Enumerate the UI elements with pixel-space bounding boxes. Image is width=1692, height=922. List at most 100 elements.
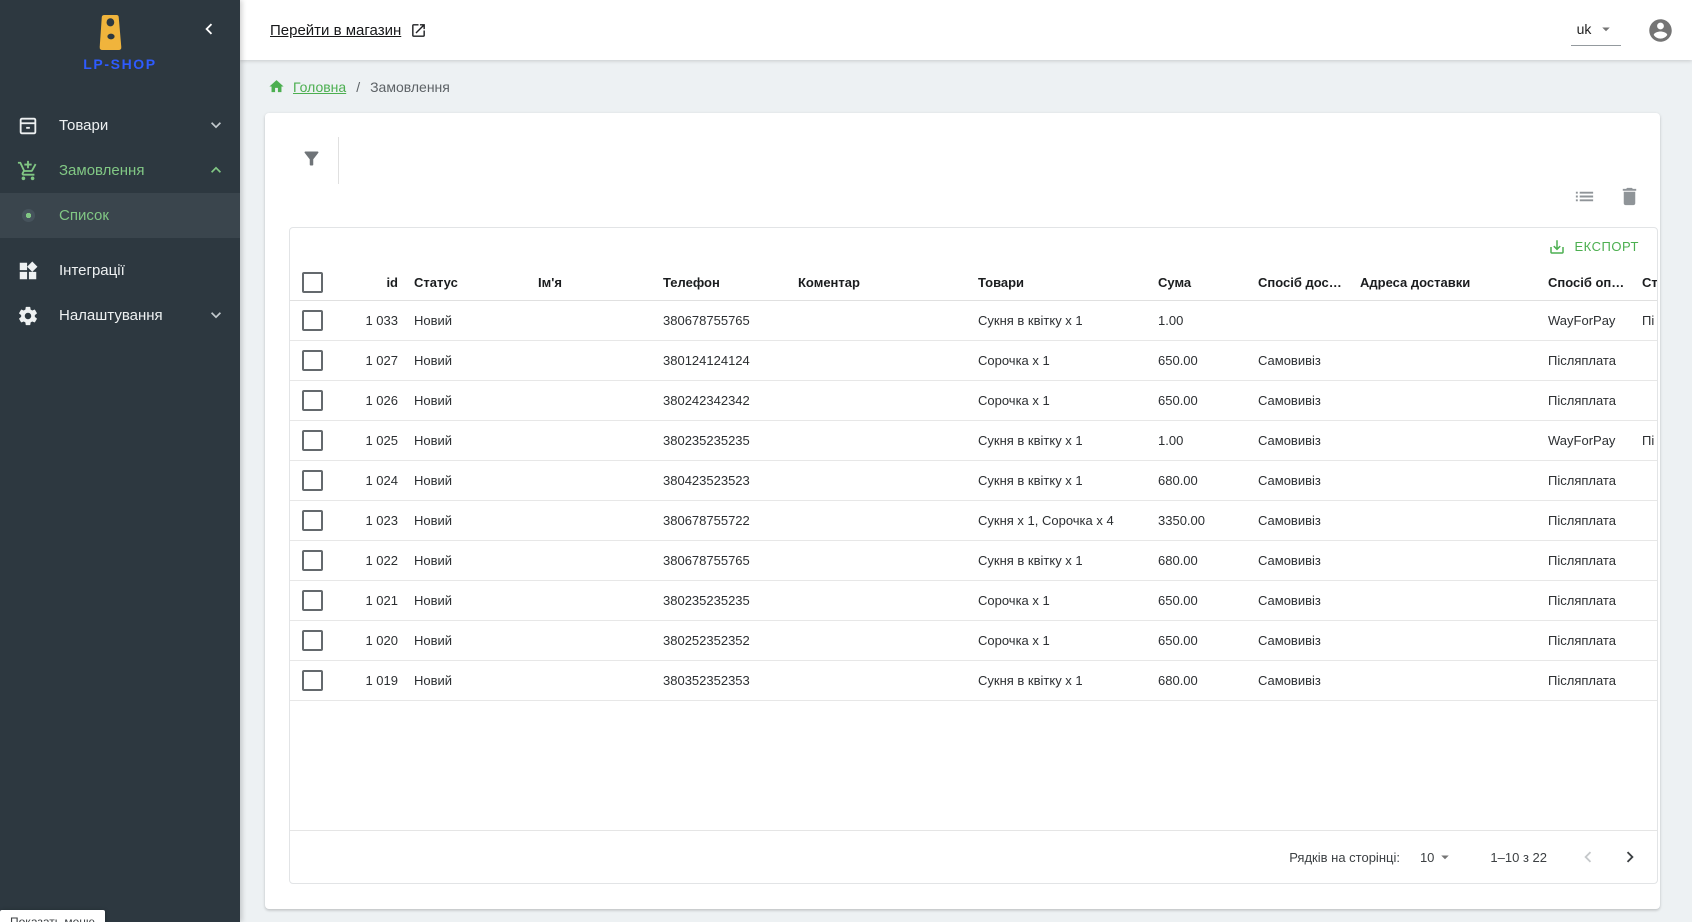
rows-per-page-label: Рядків на сторінці: bbox=[1289, 849, 1400, 865]
cell-sum: 650.00 bbox=[1150, 580, 1250, 621]
row-checkbox[interactable] bbox=[301, 389, 323, 411]
col-header-pay-status[interactable]: Статус bbox=[1634, 265, 1657, 301]
chevron-down-icon bbox=[211, 312, 221, 319]
col-header-sum[interactable]: Сума bbox=[1150, 265, 1250, 301]
cell-products: Сукня в квітку х 1 bbox=[970, 660, 1150, 701]
table-row[interactable]: 1 024 Новий 380423523523 Сукня в квітку … bbox=[290, 460, 1657, 501]
table-header-row: id Статус Ім'я Телефон Коментар Товари С… bbox=[290, 265, 1657, 301]
cell-name bbox=[530, 500, 655, 541]
export-bar: ЕКСПОРТ bbox=[290, 228, 1657, 265]
cell-address bbox=[1352, 540, 1540, 581]
nav-divider-gap bbox=[0, 238, 240, 248]
cell-comment bbox=[790, 660, 970, 701]
cell-id: 1 019 bbox=[334, 660, 406, 701]
col-header-products[interactable]: Товари bbox=[970, 265, 1150, 301]
cell-products: Сорочка х 1 bbox=[970, 380, 1150, 421]
col-header-payment[interactable]: Спосіб оплати bbox=[1540, 265, 1634, 301]
col-header-phone[interactable]: Телефон bbox=[655, 265, 790, 301]
cell-comment bbox=[790, 420, 970, 461]
next-page-button[interactable] bbox=[1615, 842, 1645, 872]
cell-phone: 380678755722 bbox=[655, 500, 790, 541]
cell-id: 1 025 bbox=[334, 420, 406, 461]
cell-phone: 380235235235 bbox=[655, 420, 790, 461]
table-row[interactable]: 1 019 Новий 380352352353 Сукня в квітку … bbox=[290, 660, 1657, 701]
row-checkbox-cell bbox=[290, 660, 334, 701]
breadcrumb-home-link[interactable]: Головна bbox=[293, 78, 347, 95]
trash-icon[interactable] bbox=[1618, 185, 1641, 208]
pagination-range: 1–10 з 22 bbox=[1490, 849, 1547, 865]
col-header-comment[interactable]: Коментар bbox=[790, 265, 970, 301]
row-checkbox-cell bbox=[290, 460, 334, 501]
table-row[interactable]: 1 023 Новий 380678755722 Сукня х 1, Соро… bbox=[290, 500, 1657, 541]
row-checkbox[interactable] bbox=[301, 309, 323, 331]
store-link-label: Перейти в магазин bbox=[270, 21, 402, 39]
col-header-name[interactable]: Ім'я bbox=[530, 265, 655, 301]
select-all-checkbox[interactable] bbox=[301, 271, 323, 293]
sidebar-item-products[interactable]: Товари bbox=[0, 103, 240, 148]
language-select[interactable]: uk bbox=[1571, 14, 1621, 46]
cell-payment: WayForPay bbox=[1540, 420, 1634, 461]
row-checkbox[interactable] bbox=[301, 429, 323, 451]
sidebar-item-label: Замовлення bbox=[59, 162, 145, 179]
sidebar-item-orders[interactable]: Замовлення bbox=[0, 148, 240, 193]
cell-address bbox=[1352, 460, 1540, 501]
cell-payment: Післяплата bbox=[1540, 580, 1634, 621]
caret-down-icon bbox=[1602, 27, 1611, 32]
cell-pay-status bbox=[1634, 620, 1657, 661]
sidebar-collapse-button[interactable] bbox=[196, 16, 222, 42]
row-checkbox[interactable] bbox=[301, 589, 323, 611]
col-header-address[interactable]: Адреса доставки bbox=[1352, 265, 1540, 301]
table-row[interactable]: 1 021 Новий 380235235235 Сорочка х 1 650… bbox=[290, 580, 1657, 621]
cell-name bbox=[530, 420, 655, 461]
cell-products: Сукня в квітку х 1 bbox=[970, 460, 1150, 501]
col-header-delivery[interactable]: Спосіб доставки bbox=[1250, 265, 1352, 301]
cell-status: Новий bbox=[406, 300, 530, 341]
table-row[interactable]: 1 027 Новий 380124124124 Сорочка х 1 650… bbox=[290, 340, 1657, 381]
list-view-icon[interactable] bbox=[1573, 185, 1596, 208]
table-row[interactable]: 1 020 Новий 380252352352 Сорочка х 1 650… bbox=[290, 620, 1657, 661]
cell-name bbox=[530, 540, 655, 581]
cell-sum: 680.00 bbox=[1150, 660, 1250, 701]
cell-pay-status bbox=[1634, 340, 1657, 381]
cell-phone: 380423523523 bbox=[655, 460, 790, 501]
table-row[interactable]: 1 025 Новий 380235235235 Сукня в квітку … bbox=[290, 420, 1657, 461]
row-checkbox[interactable] bbox=[301, 669, 323, 691]
cell-products: Сорочка х 1 bbox=[970, 580, 1150, 621]
cell-status: Новий bbox=[406, 380, 530, 421]
table-row[interactable]: 1 033 Новий 380678755765 Сукня в квітку … bbox=[290, 300, 1657, 341]
table-scroll-area[interactable]: id Статус Ім'я Телефон Коментар Товари С… bbox=[290, 265, 1657, 701]
store-link[interactable]: Перейти в магазин bbox=[270, 22, 427, 39]
chevron-left-icon bbox=[1584, 851, 1592, 863]
row-checkbox[interactable] bbox=[301, 469, 323, 491]
sidebar: LP-SHOP Товари Замовлення Список bbox=[0, 0, 240, 922]
sidebar-item-settings[interactable]: Налаштування bbox=[0, 293, 240, 338]
breadcrumb-current: Замовлення bbox=[370, 78, 450, 95]
prev-page-button[interactable] bbox=[1573, 842, 1603, 872]
table-row[interactable]: 1 026 Новий 380242342342 Сорочка х 1 650… bbox=[290, 380, 1657, 421]
avatar[interactable] bbox=[1647, 17, 1674, 44]
cell-sum: 650.00 bbox=[1150, 380, 1250, 421]
cell-pay-status bbox=[1634, 500, 1657, 541]
cell-payment: Післяплата bbox=[1540, 540, 1634, 581]
table-row[interactable]: 1 022 Новий 380678755765 Сукня в квітку … bbox=[290, 540, 1657, 581]
filter-icon[interactable] bbox=[301, 148, 322, 169]
export-button[interactable]: ЕКСПОРТ bbox=[1540, 234, 1647, 260]
cell-id: 1 022 bbox=[334, 540, 406, 581]
row-checkbox[interactable] bbox=[301, 349, 323, 371]
chevron-down-icon bbox=[211, 122, 221, 129]
sidebar-item-integrations[interactable]: Інтеграції bbox=[0, 248, 240, 293]
cell-phone: 380235235235 bbox=[655, 580, 790, 621]
row-checkbox[interactable] bbox=[301, 629, 323, 651]
cell-pay-status bbox=[1634, 540, 1657, 581]
cell-delivery: Самовивіз bbox=[1250, 540, 1352, 581]
col-header-status[interactable]: Статус bbox=[406, 265, 530, 301]
row-checkbox[interactable] bbox=[301, 509, 323, 531]
cell-phone: 380678755765 bbox=[655, 540, 790, 581]
sidebar-item-orders-list[interactable]: Список bbox=[0, 193, 240, 238]
col-header-id[interactable]: id bbox=[334, 265, 406, 301]
rows-per-page-select[interactable]: 10 bbox=[1420, 848, 1454, 866]
row-checkbox[interactable] bbox=[301, 549, 323, 571]
cell-phone: 380242342342 bbox=[655, 380, 790, 421]
open-in-new-icon bbox=[412, 23, 426, 37]
